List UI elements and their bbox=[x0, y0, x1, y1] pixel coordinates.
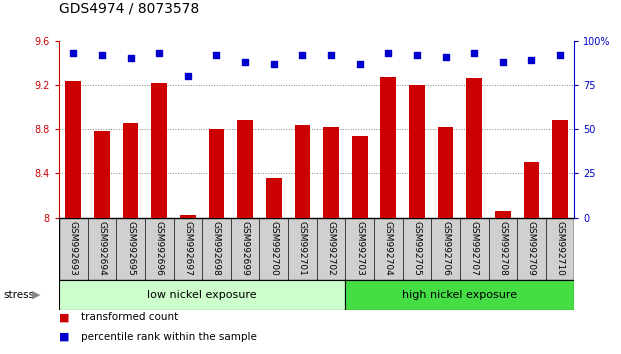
Text: GSM992709: GSM992709 bbox=[527, 221, 536, 276]
Text: GSM992705: GSM992705 bbox=[412, 221, 422, 276]
Text: GSM992701: GSM992701 bbox=[298, 221, 307, 276]
Point bbox=[125, 56, 135, 61]
Text: ■: ■ bbox=[59, 313, 70, 322]
Bar bbox=[152, 83, 167, 354]
Point bbox=[383, 50, 393, 56]
Point bbox=[555, 52, 565, 58]
Text: GSM992707: GSM992707 bbox=[469, 221, 479, 276]
Bar bbox=[294, 125, 310, 354]
Text: GSM992708: GSM992708 bbox=[498, 221, 507, 276]
Point bbox=[154, 50, 164, 56]
Bar bbox=[65, 80, 81, 354]
Point bbox=[240, 59, 250, 65]
Bar bbox=[94, 131, 110, 354]
Bar bbox=[266, 178, 282, 354]
Bar bbox=[409, 85, 425, 354]
Bar bbox=[123, 122, 138, 354]
Text: low nickel exposure: low nickel exposure bbox=[147, 290, 257, 300]
Text: transformed count: transformed count bbox=[81, 313, 178, 322]
Point bbox=[97, 52, 107, 58]
Point bbox=[498, 59, 508, 65]
Text: GSM992703: GSM992703 bbox=[355, 221, 364, 276]
Text: ■: ■ bbox=[59, 332, 70, 342]
Bar bbox=[237, 120, 253, 354]
Text: GSM992697: GSM992697 bbox=[183, 221, 193, 276]
Text: GSM992694: GSM992694 bbox=[97, 221, 106, 275]
Bar bbox=[524, 162, 540, 354]
Bar bbox=[345, 280, 574, 310]
Point bbox=[269, 61, 279, 67]
Text: GSM992704: GSM992704 bbox=[384, 221, 393, 275]
Text: GSM992698: GSM992698 bbox=[212, 221, 221, 276]
Point bbox=[326, 52, 336, 58]
Point bbox=[212, 52, 222, 58]
Text: high nickel exposure: high nickel exposure bbox=[402, 290, 517, 300]
Bar bbox=[351, 136, 368, 354]
Bar bbox=[466, 78, 482, 354]
Text: stress: stress bbox=[3, 290, 34, 300]
Text: percentile rank within the sample: percentile rank within the sample bbox=[81, 332, 256, 342]
Text: GSM992693: GSM992693 bbox=[69, 221, 78, 276]
Point bbox=[355, 61, 365, 67]
Text: GDS4974 / 8073578: GDS4974 / 8073578 bbox=[59, 2, 199, 16]
Text: GSM992700: GSM992700 bbox=[270, 221, 278, 276]
Point bbox=[412, 52, 422, 58]
Bar bbox=[180, 216, 196, 354]
Text: GSM992706: GSM992706 bbox=[441, 221, 450, 276]
Point bbox=[183, 73, 193, 79]
Point bbox=[527, 57, 537, 63]
Point bbox=[297, 52, 307, 58]
Text: ▶: ▶ bbox=[32, 290, 41, 300]
Text: GSM992695: GSM992695 bbox=[126, 221, 135, 276]
Point bbox=[469, 50, 479, 56]
Point bbox=[441, 54, 451, 59]
Bar bbox=[381, 77, 396, 354]
Bar bbox=[438, 127, 453, 354]
Bar bbox=[323, 127, 339, 354]
Text: GSM992710: GSM992710 bbox=[556, 221, 564, 276]
Text: GSM992699: GSM992699 bbox=[240, 221, 250, 276]
Bar bbox=[495, 211, 510, 354]
Text: GSM992696: GSM992696 bbox=[155, 221, 164, 276]
Text: GSM992702: GSM992702 bbox=[327, 221, 335, 275]
Bar bbox=[209, 129, 224, 354]
Point bbox=[68, 50, 78, 56]
Bar bbox=[552, 120, 568, 354]
Bar bbox=[59, 280, 345, 310]
